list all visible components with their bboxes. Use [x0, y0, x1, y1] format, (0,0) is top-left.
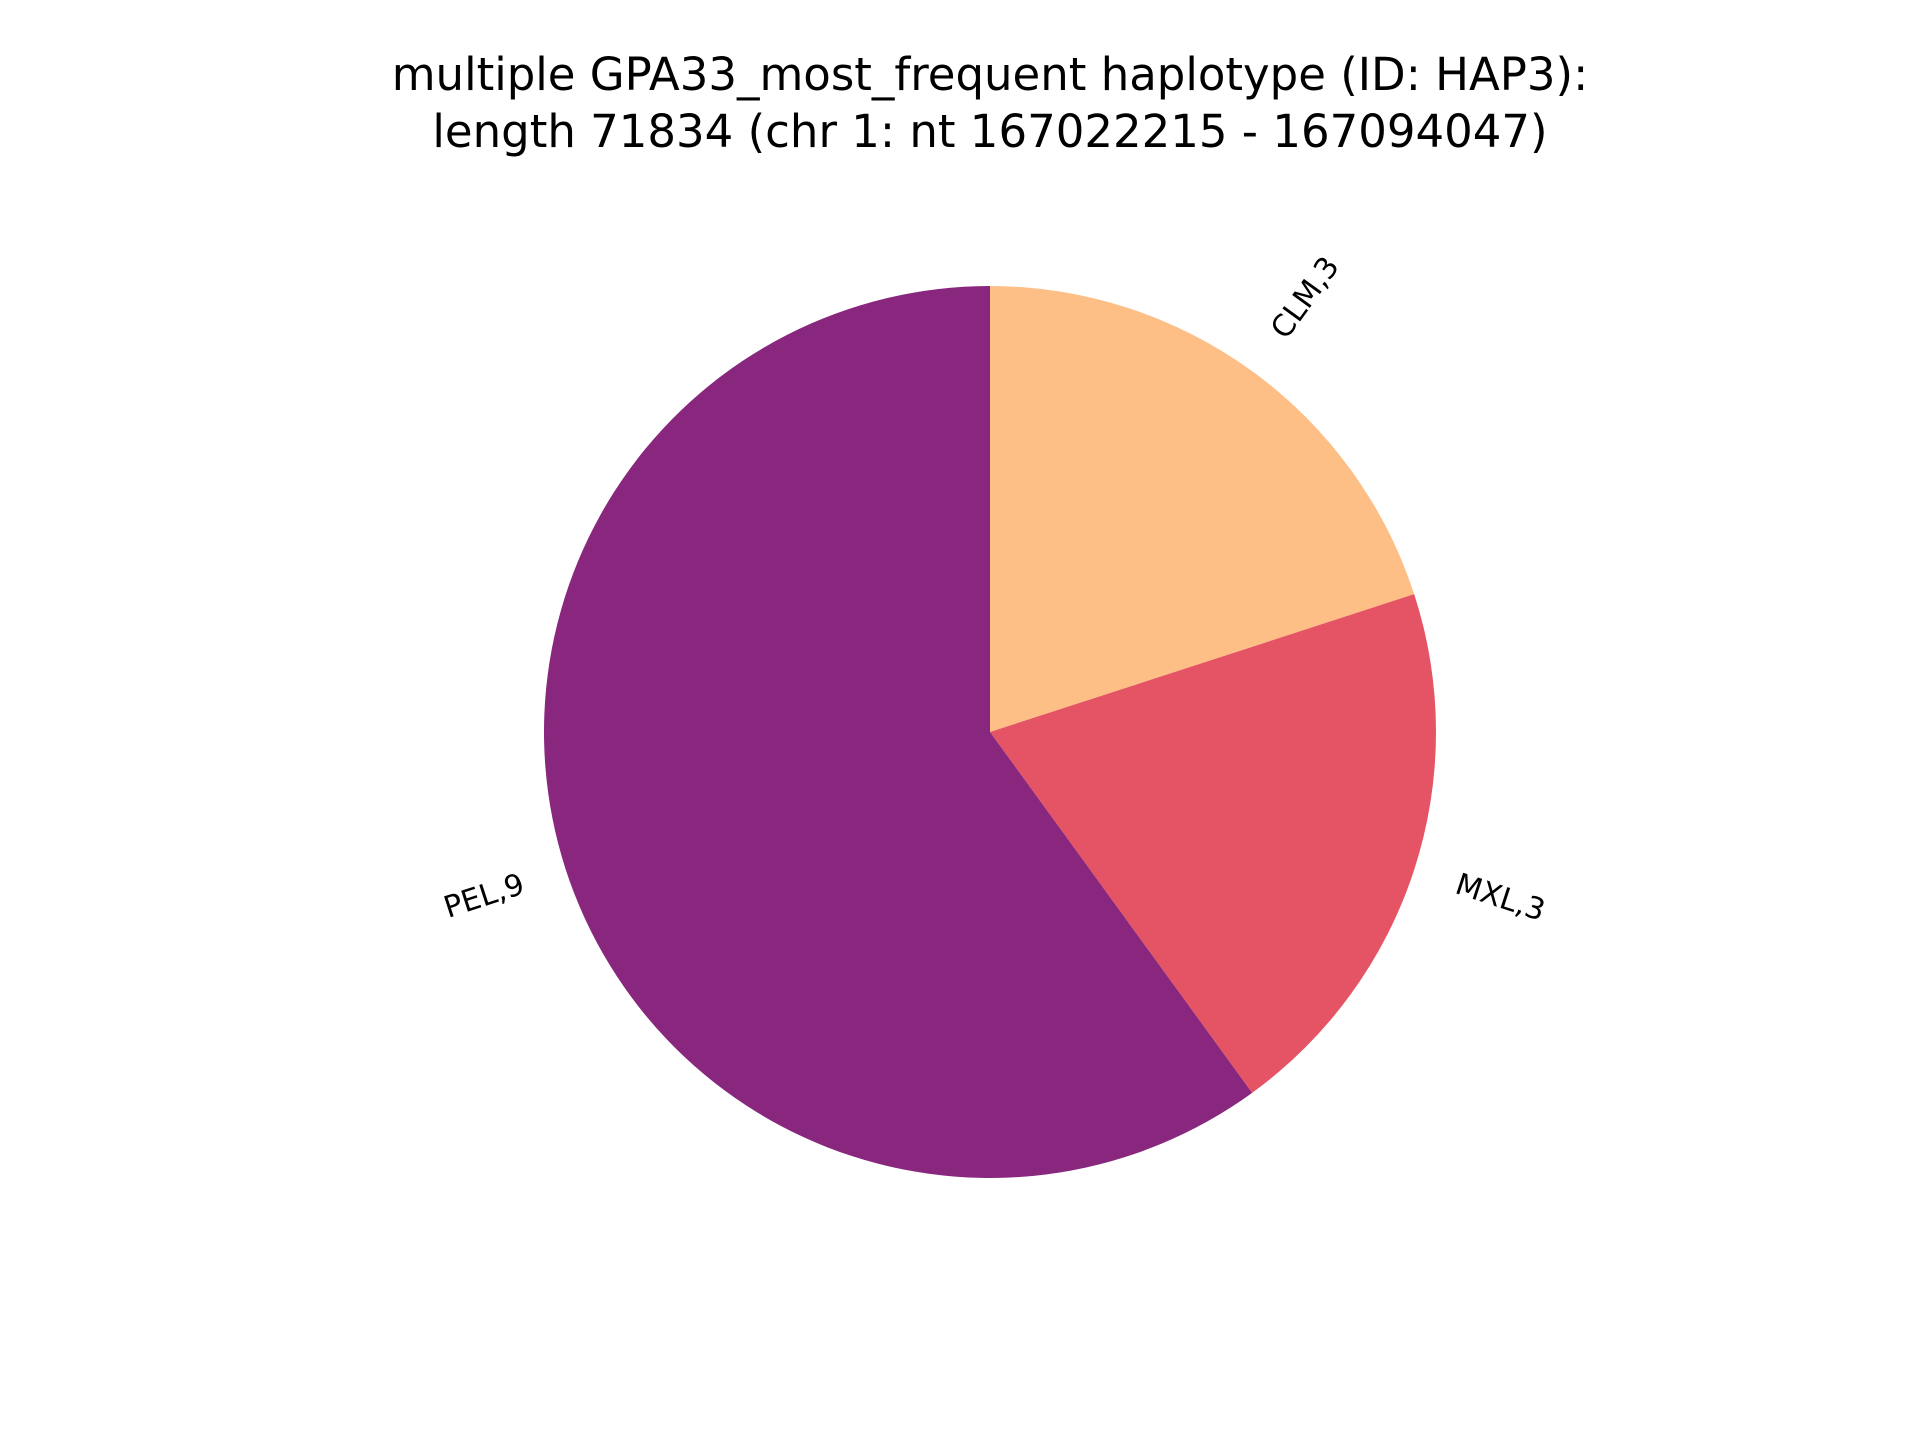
pie-slices	[543, 286, 1436, 1178]
chart-title-line-2: length 71834 (chr 1: nt 167022215 - 1670…	[432, 105, 1547, 158]
pie-slice-clm	[990, 286, 1415, 732]
pie-slice-pel	[543, 286, 1253, 1178]
pie-slice-mxl	[990, 594, 1436, 1093]
chart-title-line-1: multiple GPA33_most_frequent haplotype (…	[392, 48, 1589, 101]
